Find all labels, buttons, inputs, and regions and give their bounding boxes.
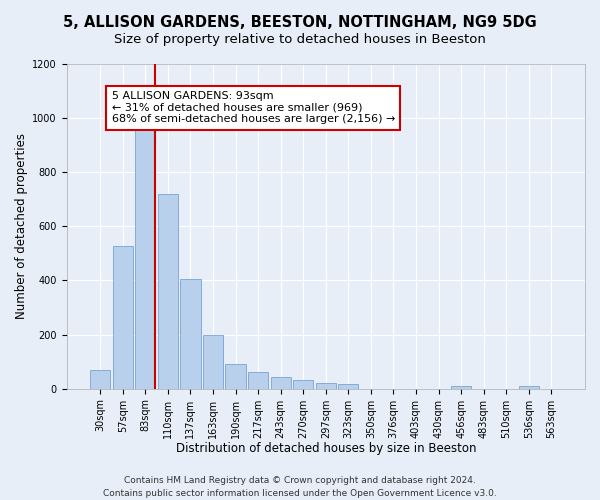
Bar <box>338 384 358 388</box>
X-axis label: Distribution of detached houses by size in Beeston: Distribution of detached houses by size … <box>176 442 476 455</box>
Text: Size of property relative to detached houses in Beeston: Size of property relative to detached ho… <box>114 32 486 46</box>
Bar <box>248 372 268 388</box>
Bar <box>451 386 471 388</box>
Text: Contains HM Land Registry data © Crown copyright and database right 2024.
Contai: Contains HM Land Registry data © Crown c… <box>103 476 497 498</box>
Bar <box>271 378 291 388</box>
Bar <box>158 194 178 388</box>
Bar <box>518 386 539 388</box>
Bar <box>135 118 155 388</box>
Bar <box>203 336 223 388</box>
Bar <box>316 384 336 388</box>
Text: 5 ALLISON GARDENS: 93sqm
← 31% of detached houses are smaller (969)
68% of semi-: 5 ALLISON GARDENS: 93sqm ← 31% of detach… <box>112 91 395 124</box>
Bar <box>113 246 133 388</box>
Y-axis label: Number of detached properties: Number of detached properties <box>15 134 28 320</box>
Bar <box>90 370 110 388</box>
Bar <box>293 380 313 388</box>
Bar <box>180 278 200 388</box>
Bar <box>226 364 245 388</box>
Text: 5, ALLISON GARDENS, BEESTON, NOTTINGHAM, NG9 5DG: 5, ALLISON GARDENS, BEESTON, NOTTINGHAM,… <box>63 15 537 30</box>
